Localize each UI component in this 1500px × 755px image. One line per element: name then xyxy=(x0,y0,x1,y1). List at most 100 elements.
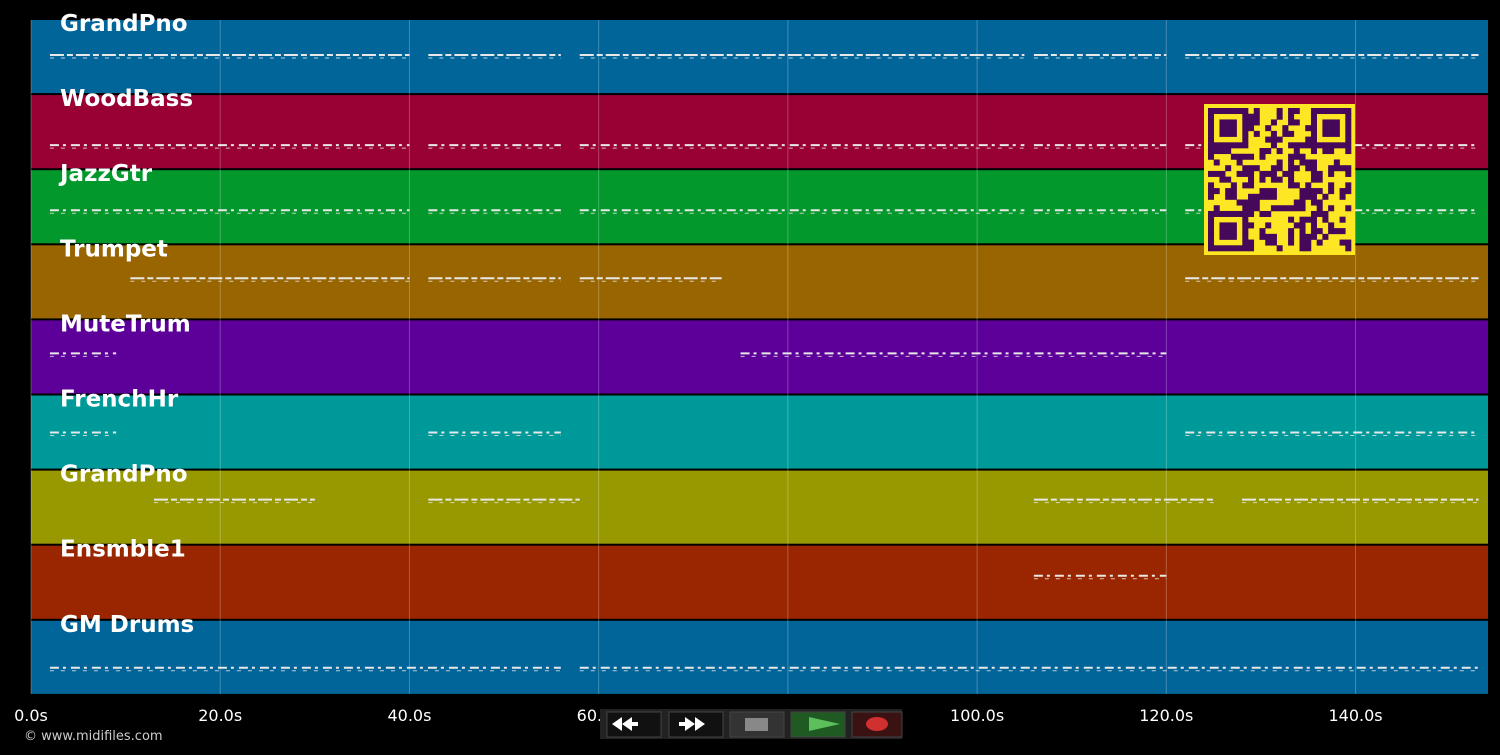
qr-module xyxy=(1225,210,1232,217)
qr-module xyxy=(1310,176,1317,183)
qr-module xyxy=(1213,170,1220,177)
track-lane xyxy=(31,320,1488,394)
qr-module xyxy=(1299,239,1306,246)
qr-module xyxy=(1242,113,1249,120)
qr-module xyxy=(1339,193,1346,200)
qr-module xyxy=(1305,142,1312,149)
stop-button[interactable] xyxy=(729,711,785,738)
qr-module xyxy=(1310,136,1317,143)
qr-module xyxy=(1248,222,1255,229)
qr-module xyxy=(1282,205,1289,212)
qr-module xyxy=(1208,188,1215,195)
qr-module xyxy=(1310,233,1317,240)
qr-module xyxy=(1253,113,1260,120)
qr-module xyxy=(1270,142,1277,149)
qr-module xyxy=(1288,228,1295,235)
qr-module xyxy=(1276,136,1283,143)
qr-module xyxy=(1248,245,1255,252)
qr-module xyxy=(1219,176,1226,183)
play-button[interactable] xyxy=(790,711,846,738)
qr-module xyxy=(1276,205,1283,212)
track-name: MuteTrum xyxy=(60,311,191,337)
qr-module xyxy=(1248,193,1255,200)
qr-module xyxy=(1328,130,1335,137)
qr-module xyxy=(1213,205,1220,212)
qr-module xyxy=(1288,233,1295,240)
qr-module xyxy=(1310,113,1317,120)
qr-module xyxy=(1293,182,1300,189)
qr-module xyxy=(1345,165,1352,172)
qr-module xyxy=(1270,188,1277,195)
qr-module xyxy=(1339,216,1346,223)
qr-module xyxy=(1225,108,1232,115)
qr-module xyxy=(1276,108,1283,115)
qr-module xyxy=(1253,205,1260,212)
qr-module xyxy=(1310,228,1317,235)
qr-module xyxy=(1322,193,1329,200)
qr-module xyxy=(1248,199,1255,206)
qr-module xyxy=(1253,119,1260,126)
qr-module xyxy=(1310,119,1317,126)
qr-module xyxy=(1288,142,1295,149)
qr-module xyxy=(1345,170,1352,177)
qr-module xyxy=(1225,142,1232,149)
qr-module xyxy=(1339,188,1346,195)
qr-module xyxy=(1270,239,1277,246)
copyright: © www.midifiles.com xyxy=(24,729,163,744)
qr-module xyxy=(1208,245,1215,252)
qr-module xyxy=(1305,233,1312,240)
x-tick-label: 40.0s xyxy=(387,706,431,725)
qr-module xyxy=(1305,136,1312,143)
qr-module xyxy=(1276,165,1283,172)
qr-module xyxy=(1270,233,1277,240)
qr-module xyxy=(1208,108,1215,115)
qr-module xyxy=(1219,245,1226,252)
qr-module xyxy=(1208,130,1215,137)
qr-module xyxy=(1345,188,1352,195)
qr-module xyxy=(1316,199,1323,206)
qr-module xyxy=(1322,142,1329,149)
track-name: GrandPno xyxy=(60,11,188,37)
qr-module xyxy=(1316,228,1323,235)
qr-module xyxy=(1259,210,1266,217)
qr-module xyxy=(1265,239,1272,246)
qr-module xyxy=(1270,193,1277,200)
qr-module xyxy=(1345,142,1352,149)
qr-module xyxy=(1276,159,1283,166)
qr-module xyxy=(1230,119,1237,126)
track-lane xyxy=(31,470,1488,544)
qr-module xyxy=(1322,216,1329,223)
lanes: GrandPno WoodBass JazzGtr Trumpet MuteTrum Fr… xyxy=(30,11,1488,694)
qr-module xyxy=(1230,228,1237,235)
qr-module xyxy=(1225,193,1232,200)
track-name: GrandPno xyxy=(60,462,188,488)
record-button[interactable] xyxy=(851,711,903,738)
qr-module xyxy=(1345,136,1352,143)
qr-module xyxy=(1345,130,1352,137)
rewind-button[interactable] xyxy=(606,711,662,738)
qr-module xyxy=(1259,193,1266,200)
qr-module xyxy=(1316,188,1323,195)
qr-module xyxy=(1288,165,1295,172)
fast-forward-button[interactable] xyxy=(668,711,724,738)
qr-module xyxy=(1219,233,1226,240)
qr-module xyxy=(1236,159,1243,166)
qr-module xyxy=(1242,228,1249,235)
qr-module xyxy=(1345,182,1352,189)
qr-module xyxy=(1310,170,1317,177)
qr-module xyxy=(1288,130,1295,137)
qr-module xyxy=(1208,239,1215,246)
qr-module xyxy=(1236,210,1243,217)
track-lane xyxy=(31,395,1488,469)
qr-module xyxy=(1345,245,1352,252)
qr-module xyxy=(1282,125,1289,132)
qr-module xyxy=(1230,153,1237,160)
qr-module xyxy=(1208,142,1215,149)
qr-module xyxy=(1242,170,1249,177)
qr-module xyxy=(1339,165,1346,172)
qr-module xyxy=(1328,182,1335,189)
qr-module xyxy=(1259,176,1266,183)
qr-module xyxy=(1253,108,1260,115)
qr-module xyxy=(1299,193,1306,200)
